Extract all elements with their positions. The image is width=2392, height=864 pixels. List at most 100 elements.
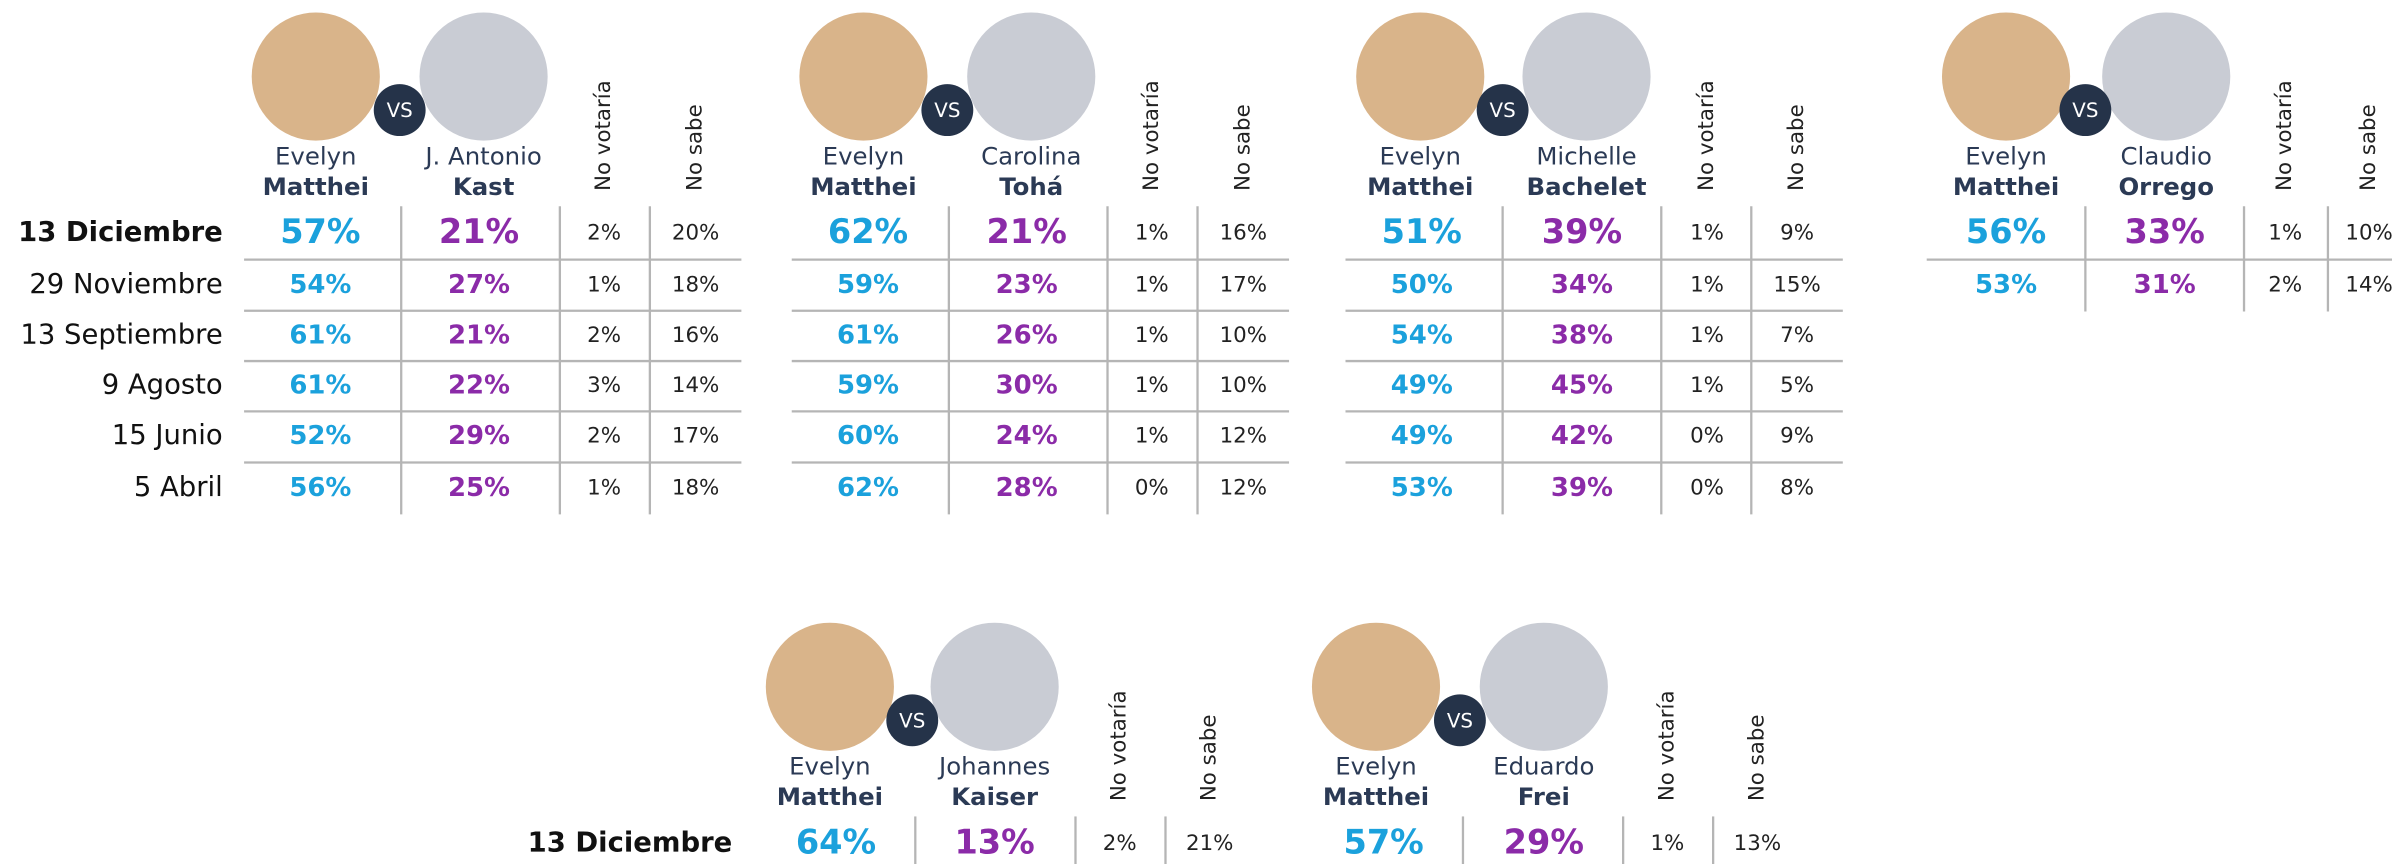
other-percentage: 0% <box>1690 424 1724 449</box>
candidate-first-name: Evelyn <box>823 141 905 170</box>
other-percentage: 18% <box>672 273 719 298</box>
candidate-last-name: Matthei <box>810 172 916 201</box>
candidate-percentage: 45% <box>1551 371 1613 401</box>
candidate-last-name: Kast <box>453 172 515 201</box>
candidate-last-name: Matthei <box>1367 172 1473 201</box>
candidate-percentage: 29% <box>448 421 510 451</box>
other-percentage: 2% <box>1103 831 1137 856</box>
candidate-photo <box>967 12 1096 141</box>
vs-label: VS <box>387 99 413 122</box>
vs-badge <box>1433 694 1486 747</box>
date-label: 29 Noviembre <box>29 269 222 300</box>
candidate-first-name: Claudio <box>2121 141 2212 170</box>
candidate-percentage: 59% <box>837 371 899 401</box>
other-percentage: 1% <box>1135 273 1169 298</box>
candidate-photo <box>2102 12 2231 141</box>
vs-label: VS <box>899 709 925 732</box>
other-percentage: 20% <box>672 221 719 246</box>
other-percentage: 1% <box>1690 373 1724 398</box>
candidate-photo <box>1356 12 1485 141</box>
other-percentage: 5% <box>1780 373 1814 398</box>
candidate-percentage: 13% <box>954 822 1034 861</box>
other-percentage: 1% <box>1135 373 1169 398</box>
candidate-first-name: Carolina <box>981 141 1081 170</box>
other-percentage: 15% <box>1773 273 1820 298</box>
other-percentage: 17% <box>672 424 719 449</box>
candidate-percentage: 56% <box>1966 212 2046 251</box>
candidate-last-name: Matthei <box>1323 782 1429 811</box>
candidate-percentage: 60% <box>837 421 899 451</box>
candidate-percentage: 25% <box>448 473 510 503</box>
candidate-percentage: 39% <box>1551 473 1613 503</box>
other-percentage: 10% <box>2345 221 2392 246</box>
other-percentage: 12% <box>1220 475 1267 500</box>
candidate-percentage: 54% <box>1391 320 1453 350</box>
candidate-photo <box>765 622 894 751</box>
candidate-last-name: Matthei <box>1953 172 2059 201</box>
candidate-percentage: 56% <box>289 473 351 503</box>
vs-label: VS <box>1490 99 1516 122</box>
column-header: No sabe <box>683 104 708 191</box>
other-percentage: 1% <box>2268 221 2302 246</box>
column-header: No votaría <box>1694 80 1719 191</box>
other-percentage: 1% <box>1650 831 1684 856</box>
candidate-percentage: 28% <box>996 473 1058 503</box>
candidate-first-name: Eduardo <box>1493 752 1594 781</box>
date-label: 13 Septiembre <box>20 319 222 350</box>
other-percentage: 1% <box>587 273 621 298</box>
candidate-last-name: Kaiser <box>951 782 1038 811</box>
column-header: No sabe <box>2356 104 2381 191</box>
candidate-last-name: Orrego <box>2118 172 2214 201</box>
other-percentage: 12% <box>1220 424 1267 449</box>
candidate-percentage: 61% <box>289 371 351 401</box>
candidate-percentage: 30% <box>996 371 1058 401</box>
vs-badge <box>1476 84 1529 137</box>
other-percentage: 2% <box>587 323 621 348</box>
candidate-last-name: Matthei <box>263 172 369 201</box>
candidate-percentage: 34% <box>1551 270 1613 300</box>
other-percentage: 10% <box>1220 323 1267 348</box>
candidate-percentage: 49% <box>1391 371 1453 401</box>
other-percentage: 13% <box>1734 831 1781 856</box>
other-percentage: 1% <box>1690 221 1724 246</box>
other-percentage: 8% <box>1780 475 1814 500</box>
candidate-photo <box>419 12 548 141</box>
candidate-first-name: Johannes <box>937 752 1050 781</box>
candidate-percentage: 64% <box>796 822 876 861</box>
vs-badge <box>921 84 974 137</box>
other-percentage: 14% <box>672 373 719 398</box>
candidate-percentage: 42% <box>1551 421 1613 451</box>
other-percentage: 18% <box>672 475 719 500</box>
other-percentage: 17% <box>1220 273 1267 298</box>
other-percentage: 10% <box>1220 373 1267 398</box>
vs-label: VS <box>934 99 960 122</box>
other-percentage: 0% <box>1135 475 1169 500</box>
other-percentage: 14% <box>2345 273 2392 298</box>
candidate-percentage: 27% <box>448 270 510 300</box>
other-percentage: 2% <box>587 424 621 449</box>
other-percentage: 0% <box>1690 475 1724 500</box>
candidate-percentage: 23% <box>996 270 1058 300</box>
candidate-first-name: Evelyn <box>1335 752 1417 781</box>
candidate-first-name: Evelyn <box>1965 141 2047 170</box>
other-percentage: 2% <box>587 221 621 246</box>
candidate-first-name: Evelyn <box>1379 141 1461 170</box>
column-header: No sabe <box>1230 104 1255 191</box>
candidate-percentage: 49% <box>1391 421 1453 451</box>
candidate-percentage: 61% <box>837 320 899 350</box>
candidate-percentage: 29% <box>1504 822 1584 861</box>
other-percentage: 16% <box>672 323 719 348</box>
other-percentage: 1% <box>1690 273 1724 298</box>
candidate-photo <box>930 622 1059 751</box>
candidate-photo <box>1311 622 1441 751</box>
candidate-percentage: 62% <box>828 212 908 251</box>
candidate-percentage: 52% <box>289 421 351 451</box>
candidate-percentage: 22% <box>448 371 510 401</box>
candidate-percentage: 62% <box>837 473 899 503</box>
date-label: 13 Diciembre <box>528 827 733 858</box>
